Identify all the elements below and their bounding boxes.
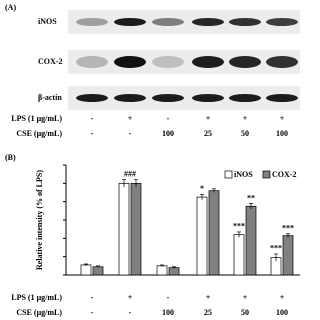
error-bar bbox=[122, 179, 126, 187]
band bbox=[114, 94, 146, 102]
lps-value: + bbox=[128, 293, 133, 302]
band bbox=[266, 56, 298, 68]
significance: *** bbox=[282, 224, 294, 233]
cse-label: CSE (μg/mL) bbox=[16, 308, 62, 317]
error-bar bbox=[134, 179, 138, 187]
panel-label: (A) bbox=[5, 3, 16, 12]
panel-label: (B) bbox=[5, 153, 16, 162]
lps-value: - bbox=[167, 114, 170, 123]
blot-label: β-actin bbox=[38, 93, 62, 102]
lps-value: - bbox=[91, 293, 94, 302]
lps-label: LPS (1 μg/mL) bbox=[11, 293, 62, 302]
lps-value: + bbox=[206, 293, 211, 302]
bar bbox=[196, 196, 208, 276]
error-bar bbox=[249, 203, 253, 209]
band bbox=[229, 56, 261, 68]
cse-value: 50 bbox=[241, 308, 249, 317]
band bbox=[266, 94, 298, 102]
band bbox=[152, 94, 184, 102]
bar bbox=[156, 265, 168, 276]
band bbox=[229, 18, 261, 26]
bar bbox=[245, 205, 257, 276]
band bbox=[266, 18, 298, 26]
bar bbox=[233, 234, 245, 276]
band bbox=[152, 18, 184, 26]
band bbox=[114, 56, 146, 68]
legend-swatch bbox=[262, 170, 271, 179]
error-bar bbox=[160, 264, 164, 267]
lps-value: + bbox=[128, 114, 133, 123]
cse-label: CSE (μg/mL) bbox=[16, 129, 62, 138]
lps-value: - bbox=[167, 293, 170, 302]
significance: *** bbox=[233, 222, 245, 231]
bar bbox=[168, 267, 180, 276]
bar bbox=[208, 190, 220, 276]
cse-value: 100 bbox=[276, 129, 288, 138]
bar bbox=[130, 182, 142, 276]
legend-label: COX-2 bbox=[272, 170, 296, 179]
cse-value: 100 bbox=[162, 308, 174, 317]
cse-value: 50 bbox=[241, 129, 249, 138]
bar bbox=[80, 264, 92, 276]
blot-label: iNOS bbox=[38, 17, 57, 26]
cse-value: - bbox=[129, 308, 132, 317]
cse-value: - bbox=[91, 308, 94, 317]
lps-value: - bbox=[91, 114, 94, 123]
band bbox=[192, 56, 224, 68]
error-bar bbox=[96, 265, 100, 268]
legend-swatch bbox=[224, 170, 233, 179]
error-bar bbox=[274, 253, 278, 262]
band bbox=[192, 18, 224, 26]
cse-value: 100 bbox=[162, 129, 174, 138]
significance: * bbox=[200, 184, 204, 193]
blot-label: COX-2 bbox=[38, 57, 62, 66]
lps-value: + bbox=[280, 293, 285, 302]
band bbox=[229, 94, 261, 102]
error-bar bbox=[172, 266, 176, 269]
blot-bg bbox=[68, 50, 300, 74]
error-bar bbox=[212, 188, 216, 193]
lps-label: LPS (1 μg/mL) bbox=[11, 114, 62, 123]
cse-value: 25 bbox=[204, 129, 212, 138]
lps-value: + bbox=[243, 293, 248, 302]
error-bar bbox=[200, 193, 204, 200]
cse-value: - bbox=[129, 129, 132, 138]
legend-label: iNOS bbox=[234, 170, 253, 179]
band bbox=[76, 94, 108, 102]
band bbox=[192, 94, 224, 102]
cse-value: - bbox=[91, 129, 94, 138]
y-axis-label: Relative intensity (% of LPS) bbox=[35, 170, 44, 270]
band bbox=[152, 56, 184, 68]
cse-value: 100 bbox=[276, 308, 288, 317]
band bbox=[76, 18, 108, 26]
band bbox=[76, 56, 108, 68]
lps-value: + bbox=[206, 114, 211, 123]
error-bar bbox=[286, 233, 290, 238]
significance: ** bbox=[247, 193, 255, 202]
significance: *** bbox=[270, 244, 282, 253]
bar bbox=[282, 235, 294, 276]
lps-value: + bbox=[243, 114, 248, 123]
cse-value: 25 bbox=[204, 308, 212, 317]
bar bbox=[92, 266, 104, 276]
bar bbox=[118, 182, 130, 276]
error-bar bbox=[237, 231, 241, 238]
band bbox=[114, 18, 146, 26]
error-bar bbox=[84, 263, 88, 266]
group-significance: ### bbox=[124, 169, 136, 178]
lps-value: + bbox=[280, 114, 285, 123]
